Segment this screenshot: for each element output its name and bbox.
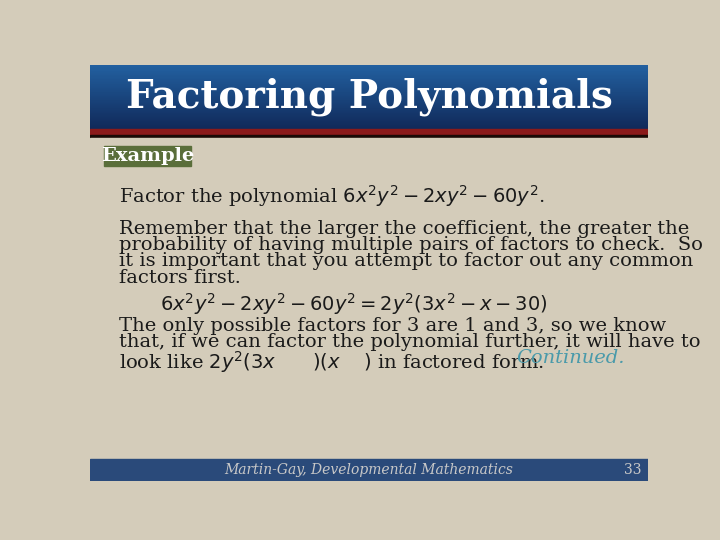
Bar <box>90 69 648 70</box>
Bar <box>90 88 648 89</box>
Text: Example: Example <box>101 147 194 165</box>
Bar <box>90 102 648 103</box>
Bar <box>90 110 648 111</box>
Bar <box>90 72 648 73</box>
Bar <box>90 82 648 83</box>
Bar <box>90 90 648 91</box>
Bar <box>90 100 648 102</box>
Bar <box>90 128 648 129</box>
Bar <box>90 77 648 78</box>
Bar <box>90 121 648 122</box>
Bar <box>90 86 648 87</box>
Bar <box>90 68 648 69</box>
Bar <box>90 107 648 109</box>
Text: factors first.: factors first. <box>120 268 241 287</box>
Bar <box>90 113 648 114</box>
Bar <box>90 120 648 121</box>
Bar <box>90 69 648 70</box>
Bar <box>90 78 648 79</box>
Bar <box>90 459 648 481</box>
Bar <box>90 136 648 138</box>
Bar <box>90 70 648 71</box>
Text: 33: 33 <box>624 463 642 477</box>
Bar <box>90 122 648 123</box>
Bar <box>90 84 648 85</box>
Bar <box>90 94 648 96</box>
Bar <box>90 79 648 80</box>
Bar <box>90 99 648 100</box>
Text: look like $2y^2(3x\quad\quad)(x\quad\;)$ in factored form.: look like $2y^2(3x\quad\quad)(x\quad\;)$… <box>120 349 545 375</box>
Bar <box>90 113 648 114</box>
Text: Martin-Gay, Developmental Mathematics: Martin-Gay, Developmental Mathematics <box>225 463 513 477</box>
Bar <box>90 74 648 75</box>
Text: Factor the polynomial $6x^2y^2 - 2xy^2 - 60y^2$.: Factor the polynomial $6x^2y^2 - 2xy^2 -… <box>120 183 546 209</box>
Bar <box>90 73 648 75</box>
Bar <box>90 138 648 481</box>
Bar <box>90 124 648 125</box>
Text: Continued.: Continued. <box>516 349 625 367</box>
Bar <box>90 105 648 107</box>
Bar <box>90 90 648 91</box>
Bar <box>90 111 648 112</box>
Bar <box>90 98 648 99</box>
Bar <box>90 92 648 93</box>
Bar <box>90 93 648 94</box>
Bar <box>90 129 648 136</box>
Bar <box>90 91 648 92</box>
Bar <box>90 123 648 124</box>
Text: Factoring Polynomials: Factoring Polynomials <box>125 78 613 116</box>
Bar <box>90 115 648 116</box>
Bar <box>90 76 648 77</box>
Bar <box>90 103 648 104</box>
Bar <box>90 119 648 120</box>
Bar <box>90 83 648 84</box>
Bar <box>90 85 648 86</box>
Text: Remember that the larger the coefficient, the greater the: Remember that the larger the coefficient… <box>120 220 690 238</box>
Bar <box>90 108 648 109</box>
Bar <box>90 80 648 82</box>
Bar <box>90 95 648 96</box>
Bar <box>90 104 648 105</box>
Bar <box>90 106 648 107</box>
Bar <box>90 87 648 88</box>
Bar <box>90 89 648 90</box>
Bar <box>104 146 191 166</box>
Bar <box>90 117 648 118</box>
Text: The only possible factors for 3 are 1 and 3, so we know: The only possible factors for 3 are 1 an… <box>120 317 667 335</box>
Bar <box>90 75 648 76</box>
Bar <box>90 126 648 127</box>
Bar <box>90 80 648 81</box>
Bar <box>90 126 648 127</box>
Bar <box>90 100 648 101</box>
Bar <box>90 72 648 73</box>
Bar <box>90 96 648 97</box>
Bar <box>90 123 648 124</box>
Bar <box>90 65 648 66</box>
Bar <box>90 67 648 68</box>
Text: probability of having multiple pairs of factors to check.  So: probability of having multiple pairs of … <box>120 237 703 254</box>
Bar <box>90 93 648 94</box>
Bar <box>90 77 648 78</box>
Bar <box>90 116 648 117</box>
Bar <box>90 118 648 119</box>
Bar <box>90 66 648 67</box>
Bar <box>90 112 648 113</box>
Bar <box>90 102 648 104</box>
Text: $6x^2y^2 - 2xy^2 - 60y^2 = 2y^2(3x^2 - x - 30)$: $6x^2y^2 - 2xy^2 - 60y^2 = 2y^2(3x^2 - x… <box>160 291 547 317</box>
Bar <box>90 114 648 116</box>
Bar <box>90 118 648 119</box>
Bar <box>90 85 648 86</box>
Bar <box>90 97 648 98</box>
Bar <box>90 127 648 129</box>
Bar <box>90 64 648 65</box>
Bar <box>90 125 648 126</box>
Text: it is important that you attempt to factor out any common: it is important that you attempt to fact… <box>120 252 693 271</box>
Bar <box>90 110 648 112</box>
Text: that, if we can factor the polynomial further, it will have to: that, if we can factor the polynomial fu… <box>120 333 701 352</box>
Bar <box>90 97 648 99</box>
Bar <box>90 71 648 72</box>
Bar <box>90 82 648 83</box>
Bar <box>90 109 648 110</box>
Bar <box>90 105 648 106</box>
